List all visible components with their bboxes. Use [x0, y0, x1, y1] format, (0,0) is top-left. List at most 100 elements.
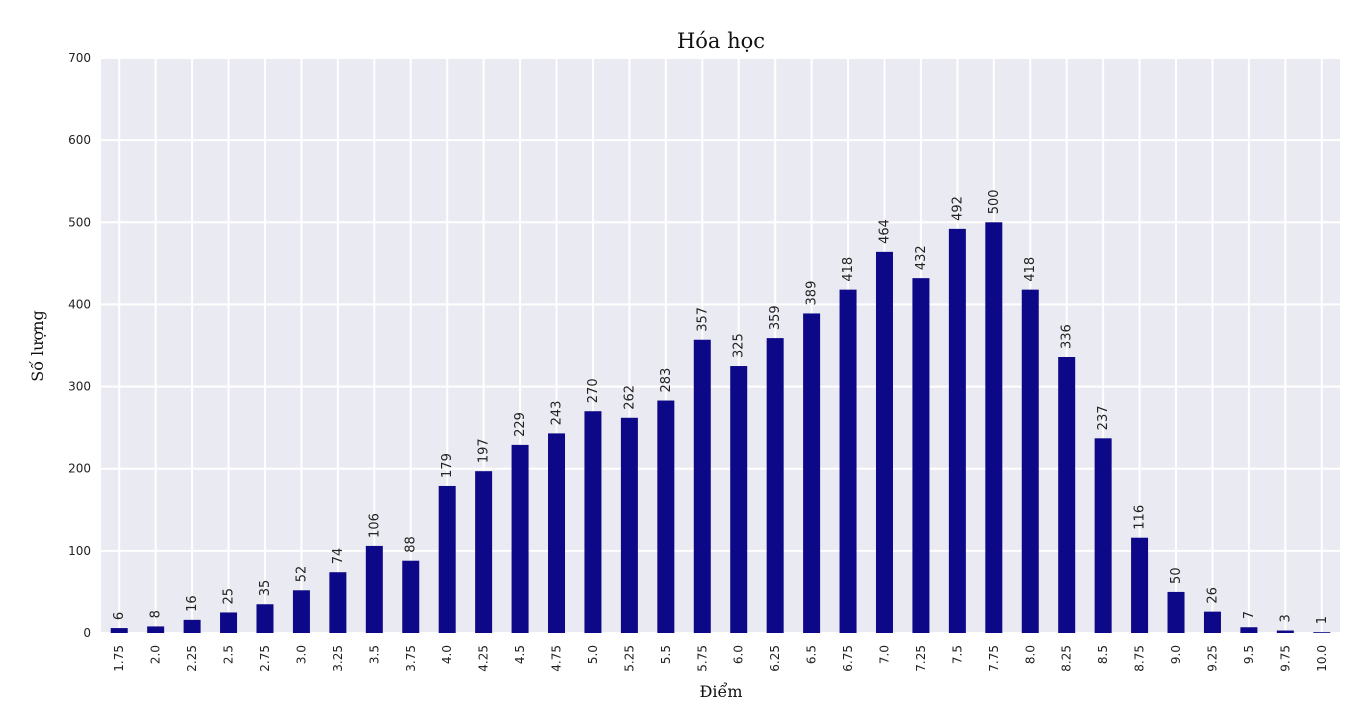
bar — [438, 485, 456, 633]
bar — [948, 228, 966, 633]
bar-value-label: 26 — [1205, 587, 1220, 604]
x-tick-label: 4.0 — [440, 645, 454, 664]
bar-value-label: 418 — [1023, 257, 1038, 282]
bar-value-label: 500 — [987, 189, 1002, 214]
bar-value-label: 262 — [622, 385, 637, 410]
bar-value-label: 35 — [258, 580, 273, 597]
bar-value-label: 16 — [185, 595, 200, 612]
x-tick-label: 5.25 — [622, 645, 636, 672]
x-tick-label: 8.5 — [1096, 645, 1110, 664]
bar-value-label: 197 — [477, 438, 492, 463]
bar — [329, 572, 347, 633]
x-tick-label: 9.5 — [1242, 645, 1256, 664]
bar-value-label: 359 — [768, 305, 783, 330]
bar — [1058, 357, 1076, 633]
bar — [292, 590, 310, 633]
bar-value-label: 116 — [1133, 505, 1148, 530]
bar — [110, 628, 128, 633]
x-axis-label: Điểm — [699, 682, 742, 701]
y-tick-label: 400 — [68, 297, 91, 311]
bar-value-label: 325 — [732, 333, 747, 358]
x-tick-label: 1.75 — [112, 645, 126, 672]
x-tick-labels: 1.75 2.0 2.25 2.5 2.75 3.0 3.25 3.5 3.75 4.0 4.25 4… — [112, 645, 1329, 672]
x-tick-label: 7.75 — [987, 645, 1001, 672]
bar — [657, 400, 675, 633]
x-tick-label: 8.25 — [1060, 645, 1074, 672]
y-tick-label: 500 — [68, 215, 91, 229]
bar-value-label: 25 — [222, 588, 237, 605]
bar — [1240, 627, 1258, 633]
bar-value-label: 357 — [695, 307, 710, 332]
bar — [402, 560, 420, 633]
bar — [1131, 537, 1149, 633]
bar-value-label: 6 — [112, 612, 127, 620]
bar-value-label: 492 — [950, 196, 965, 221]
x-tick-label: 2.75 — [258, 645, 272, 672]
x-tick-label: 7.0 — [877, 645, 891, 664]
bar — [1203, 611, 1221, 633]
y-axis-label: Số lượng — [28, 310, 47, 381]
bar — [1094, 438, 1112, 633]
x-tick-label: 3.5 — [367, 645, 381, 664]
plot-area — [101, 58, 1340, 633]
bar — [365, 545, 383, 633]
bar — [693, 339, 711, 633]
bar-value-label: 270 — [586, 378, 601, 403]
x-tick-label: 9.25 — [1205, 645, 1219, 672]
y-tick-label: 300 — [68, 380, 91, 394]
bar — [256, 604, 274, 633]
x-tick-label: 4.25 — [477, 645, 491, 672]
x-tick-label: 6.25 — [768, 645, 782, 672]
bars — [110, 222, 1331, 634]
bar — [1021, 289, 1039, 633]
bar-value-label: 50 — [1169, 567, 1184, 584]
bar — [839, 289, 857, 633]
x-tick-label: 6.5 — [805, 645, 819, 664]
x-tick-label: 2.25 — [185, 645, 199, 672]
x-tick-label: 9.0 — [1169, 645, 1183, 664]
bar-value-label: 7 — [1242, 611, 1257, 619]
x-tick-label: 7.25 — [914, 645, 928, 672]
bar — [875, 251, 893, 633]
x-tick-label: 2.0 — [149, 645, 163, 664]
y-tick-label: 700 — [68, 51, 91, 65]
y-tick-label: 100 — [68, 544, 91, 558]
bar — [511, 444, 529, 633]
bar — [620, 417, 638, 633]
bar — [730, 366, 748, 633]
x-tick-label: 3.75 — [404, 645, 418, 672]
x-tick-label: 6.0 — [732, 645, 746, 664]
bar — [548, 433, 566, 633]
bar — [766, 338, 784, 633]
bar-value-label: 432 — [914, 245, 929, 270]
bar — [475, 471, 493, 633]
bar — [1313, 632, 1331, 633]
bar — [803, 313, 821, 633]
bar-value-label: 3 — [1278, 614, 1293, 622]
x-tick-label: 8.0 — [1023, 645, 1037, 664]
bar — [147, 626, 165, 633]
x-tick-label: 6.75 — [841, 645, 855, 672]
y-tick-label: 0 — [83, 626, 91, 640]
bar — [220, 612, 238, 633]
x-tick-label: 3.0 — [294, 645, 308, 664]
y-tick-labels: 0 100 200 300 400 500 600 700 — [68, 51, 91, 640]
bar-value-label: 389 — [805, 281, 820, 306]
bar-value-label: 283 — [659, 368, 674, 393]
bar-value-label: 1 — [1315, 616, 1330, 624]
bar-value-label: 88 — [404, 536, 419, 553]
y-tick-label: 200 — [68, 462, 91, 476]
x-tick-label: 2.5 — [222, 645, 236, 664]
bar-value-label: 336 — [1060, 324, 1075, 349]
x-tick-label: 4.75 — [550, 645, 564, 672]
bar-value-label: 418 — [841, 257, 856, 282]
bar-value-label: 74 — [331, 548, 346, 565]
bar — [985, 222, 1003, 634]
bar-value-label: 464 — [877, 219, 892, 244]
bar — [912, 278, 930, 633]
bar-value-label: 243 — [550, 401, 565, 426]
x-tick-label: 5.0 — [586, 645, 600, 664]
bar-value-label: 52 — [294, 566, 309, 583]
